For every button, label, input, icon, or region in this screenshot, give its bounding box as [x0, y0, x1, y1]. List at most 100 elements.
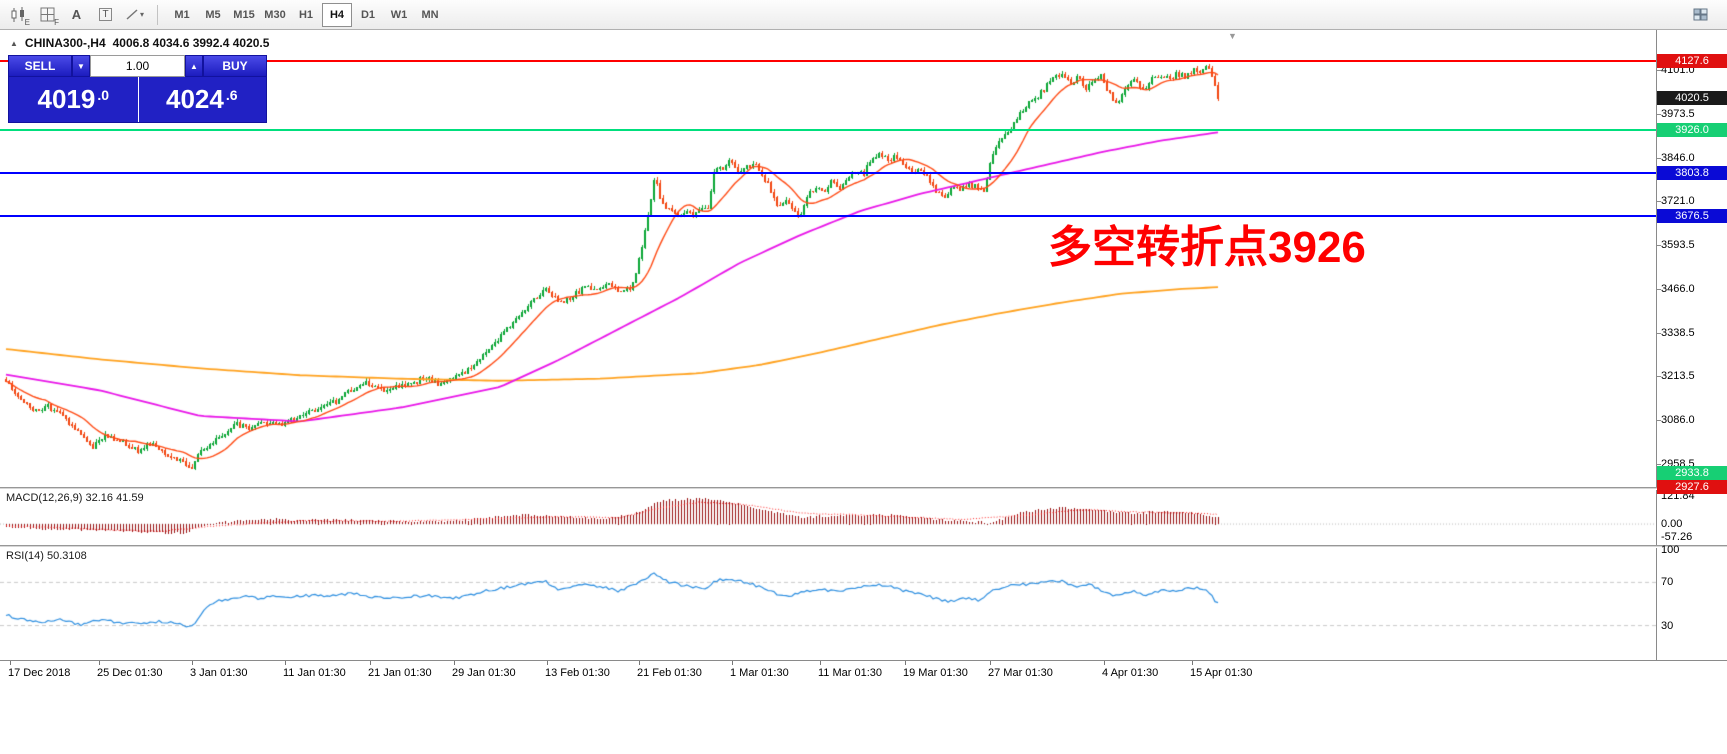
price-level-label: 2933.8	[1657, 465, 1727, 480]
time-axis-tick	[1104, 661, 1105, 665]
time-axis-label: 21 Jan 01:30	[368, 667, 432, 679]
price-level-label: 4127.6	[1657, 53, 1727, 68]
pane-divider[interactable]	[0, 487, 1727, 490]
tile-windows-glyph	[1693, 8, 1707, 20]
time-axis-tick	[285, 661, 286, 665]
text-box-icon[interactable]: T	[92, 3, 119, 27]
time-axis-tick	[639, 661, 640, 665]
price-axis-label: 3721.0	[1661, 195, 1695, 208]
price-axis-label: 3466.0	[1661, 283, 1695, 296]
trendline-glyph	[126, 9, 138, 20]
macd-axis-label: -57.26	[1661, 531, 1693, 544]
chart-header: ▲ CHINA300-,H4 4006.8 4034.6 3992.4 4020…	[10, 36, 269, 50]
timeframe-button-M15[interactable]: M15	[229, 3, 259, 27]
timeframe-button-W1[interactable]: W1	[384, 3, 414, 27]
price-axis-tick	[1656, 158, 1661, 159]
price-axis-tick	[1656, 333, 1661, 334]
time-axis-label: 29 Jan 01:30	[452, 667, 516, 679]
time-axis-tick	[820, 661, 821, 665]
time-axis-tick	[99, 661, 100, 665]
price-level-label: 2927.6	[1657, 479, 1727, 494]
time-axis[interactable]: 17 Dec 2018 25 Dec 01:30 3 Jan 01:30 11 Jan…	[0, 660, 1727, 684]
price-separator	[137, 77, 139, 122]
timeframe-button-M5[interactable]: M5	[198, 3, 228, 27]
chart-shift-icon[interactable]: ▼	[1228, 31, 1237, 41]
volume-decrease-button[interactable]: ▼	[72, 55, 90, 77]
timeframe-button-M30[interactable]: M30	[260, 3, 290, 27]
horizontal-level-line[interactable]	[0, 215, 1656, 218]
toolbar: E F A T ▾ M1 M5 M15 M30 H1 H4 D1 W1 MN	[0, 0, 1727, 30]
price-axis-label: 3213.5	[1661, 370, 1695, 383]
time-axis-label: 27 Mar 01:30	[988, 667, 1053, 679]
time-axis-tick	[454, 661, 455, 665]
chart-ohlc: 4006.8 4034.6 3992.4 4020.5	[112, 36, 270, 50]
price-axis-tick	[1656, 376, 1661, 377]
tile-windows-icon[interactable]	[1687, 3, 1714, 27]
icon-sub-label: E	[24, 17, 30, 27]
candlestick-chart[interactable]	[0, 30, 1656, 487]
volume-increase-button[interactable]: ▲	[185, 55, 203, 77]
price-axis-tick	[1656, 420, 1661, 421]
sell-button[interactable]: SELL	[8, 55, 72, 77]
time-axis-label: 3 Jan 01:30	[190, 667, 248, 679]
macd-label: MACD(12,26,9) 32.16 41.59	[6, 492, 144, 504]
horizontal-level-line[interactable]	[0, 129, 1656, 132]
one-click-trading-panel: SELL ▼ ▲ BUY 4019.0 4024.6	[8, 55, 267, 123]
price-axis-label: 3973.5	[1661, 107, 1695, 120]
time-axis-tick	[370, 661, 371, 665]
candlestick-chart-icon[interactable]: E	[5, 3, 32, 27]
grid-icon[interactable]: F	[34, 3, 61, 27]
buy-button[interactable]: BUY	[203, 55, 267, 77]
price-axis-tick	[1656, 245, 1661, 246]
horizontal-level-line[interactable]	[0, 171, 1656, 174]
draw-line-icon[interactable]: ▾	[121, 3, 148, 27]
time-axis-tick	[905, 661, 906, 665]
price-axis-tick	[1656, 201, 1661, 202]
sell-price[interactable]: 4019.0	[37, 84, 110, 114]
horizontal-level-line[interactable]	[0, 59, 1656, 62]
chart-symbol-period: CHINA300-,H4	[24, 36, 106, 50]
timeframe-button-H1[interactable]: H1	[291, 3, 321, 27]
candles-glyph	[11, 6, 24, 22]
time-axis-label: 11 Jan 01:30	[283, 667, 346, 679]
price-axis-tick	[1656, 289, 1661, 290]
rsi-axis-label: 70	[1661, 576, 1674, 589]
price-axis-tick	[1656, 464, 1661, 465]
time-axis-tick	[547, 661, 548, 665]
price-axis-tick	[1656, 114, 1661, 115]
macd-indicator-pane[interactable]	[0, 490, 1656, 545]
price-level-label: 4020.5	[1657, 90, 1727, 105]
timeframe-button-D1[interactable]: D1	[353, 3, 383, 27]
time-axis-tick	[1192, 661, 1193, 665]
price-axis-label: 3338.5	[1661, 326, 1695, 339]
timeframe-button-MN[interactable]: MN	[415, 3, 445, 27]
one-click-panel-toggle-icon[interactable]: ▲	[10, 38, 18, 48]
price-axis-border	[1656, 30, 1657, 660]
price-axis-tick	[1656, 70, 1661, 71]
timeframe-button-M1[interactable]: M1	[167, 3, 197, 27]
price-level-label: 3676.5	[1657, 209, 1727, 224]
time-axis-tick	[990, 661, 991, 665]
price-axis-label: 3846.0	[1661, 151, 1695, 164]
timeframe-button-H4[interactable]: H4	[322, 2, 352, 27]
price-level-label: 3926.0	[1657, 123, 1727, 138]
time-axis-label: 13 Feb 01:30	[545, 667, 610, 679]
rsi-label: RSI(14) 50.3108	[6, 550, 87, 562]
time-axis-label: 17 Dec 2018	[8, 667, 71, 679]
price-level-label: 3803.8	[1657, 165, 1727, 180]
time-axis-label: 19 Mar 01:30	[903, 667, 968, 679]
pane-divider[interactable]	[0, 545, 1727, 548]
text-label-icon[interactable]: A	[63, 3, 90, 27]
rsi-axis-label: 100	[1661, 544, 1680, 557]
time-axis-label: 4 Apr 01:30	[1102, 667, 1159, 679]
rsi-indicator-pane[interactable]	[0, 548, 1656, 661]
time-axis-label: 1 Mar 01:30	[730, 667, 789, 679]
grid-glyph	[40, 7, 54, 21]
time-axis-tick	[10, 661, 11, 665]
buy-price[interactable]: 4024.6	[165, 84, 238, 114]
volume-input[interactable]	[90, 55, 185, 77]
time-axis-label: 15 Apr 01:30	[1190, 667, 1253, 679]
time-axis-label: 21 Feb 01:30	[637, 667, 702, 679]
